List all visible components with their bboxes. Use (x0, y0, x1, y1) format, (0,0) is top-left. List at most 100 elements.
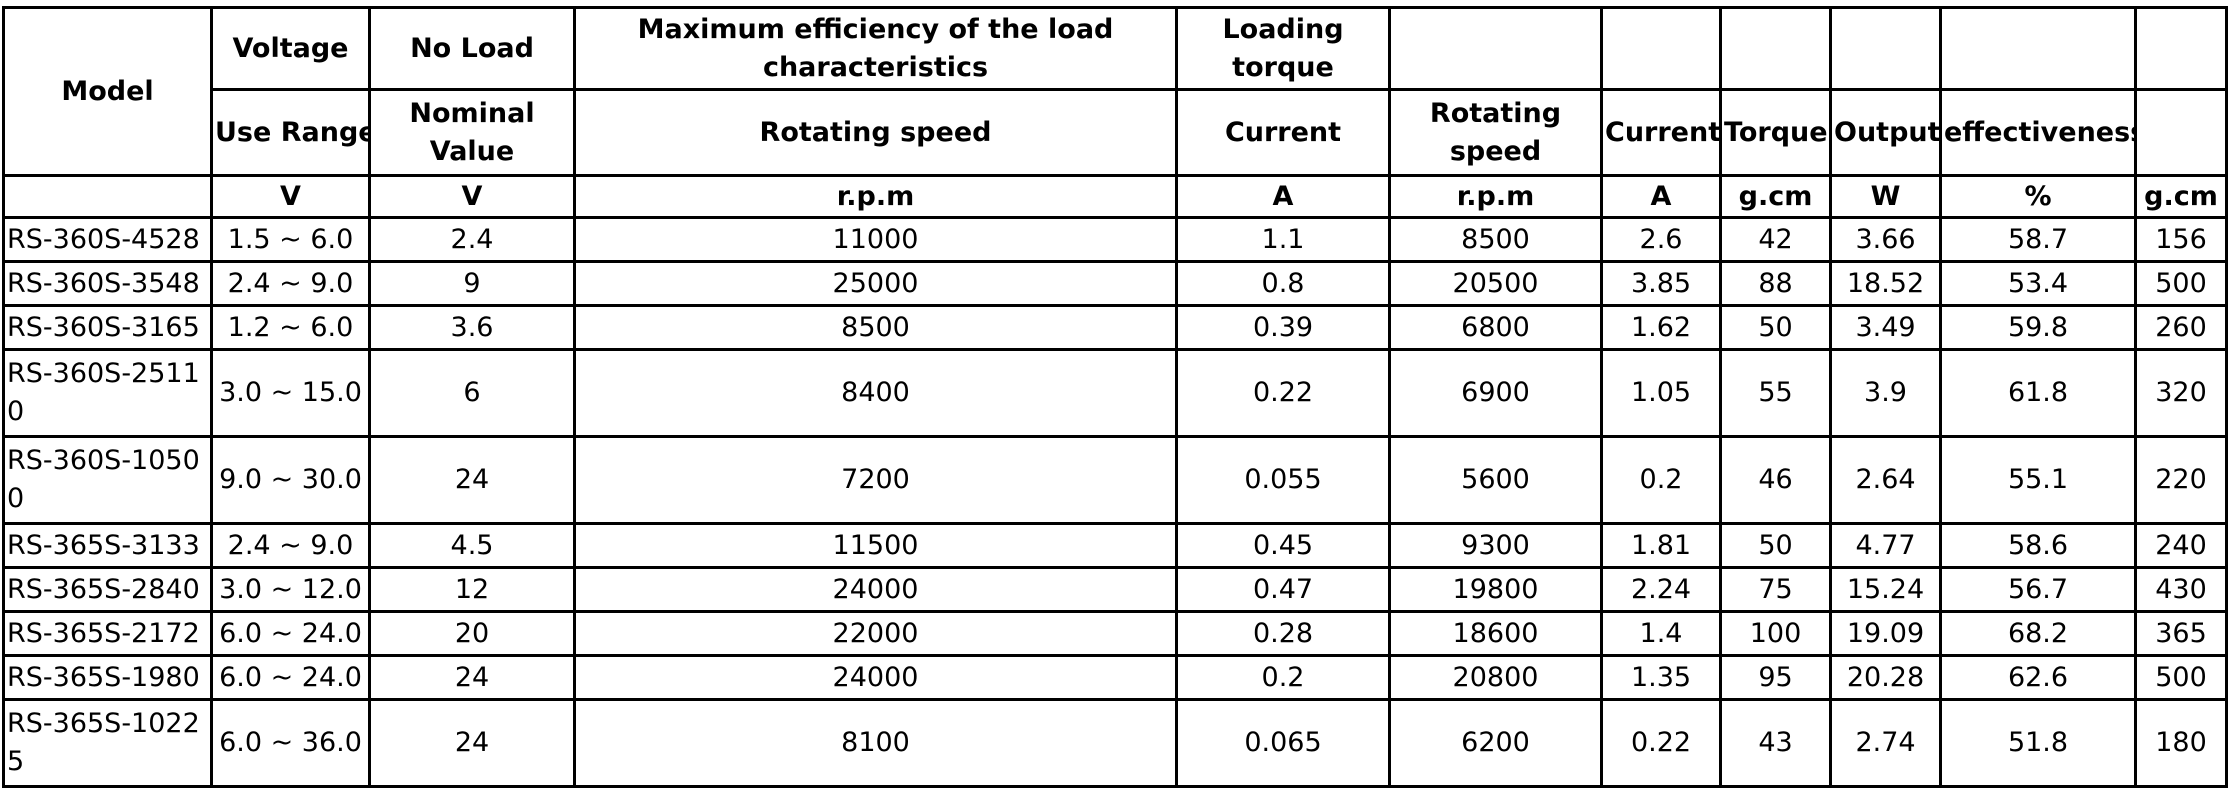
effectiveness-cell: 56.7 (1939, 566, 2137, 613)
rotating-speed-cell: 6900 (1388, 348, 1603, 438)
use-range-cell: 3.0 ~ 12.0 (210, 566, 371, 613)
no-load-current-cell: 0.28 (1175, 610, 1391, 657)
torque-cell: 95 (1719, 654, 1832, 701)
header-use-range: Use Range (210, 88, 371, 177)
loading-torque-cell: 365 (2134, 610, 2228, 657)
unit-cell: r.p.m (573, 174, 1178, 219)
rotating-speed-cell: 20500 (1388, 260, 1603, 307)
no-load-current-cell: 0.065 (1175, 698, 1391, 788)
output-cell: 15.24 (1829, 566, 1942, 613)
no-load-current-cell: 1.1 (1175, 216, 1391, 263)
torque-cell: 43 (1719, 698, 1832, 788)
torque-cell: 88 (1719, 260, 1832, 307)
effectiveness-cell: 61.8 (1939, 348, 2137, 438)
no-load-speed-cell: 24000 (573, 566, 1178, 613)
loading-torque-cell: 156 (2134, 216, 2228, 263)
table-header: Model Voltage No Load Maximum efficiency… (2, 6, 2228, 219)
current-cell: 1.81 (1600, 522, 1722, 569)
no-load-speed-cell: 8500 (573, 304, 1178, 351)
model-cell: RS-360S-3165 (2, 304, 213, 351)
model-cell: RS-365S-1980 (2, 654, 213, 701)
current-cell: 1.62 (1600, 304, 1722, 351)
unit-cell: A (1175, 174, 1391, 219)
table-row: RS-360S-10500 9.0 ~ 30.0 24 7200 0.055 5600 0.… (2, 435, 2228, 525)
unit-cell: W (1829, 174, 1942, 219)
table-row: RS-360S-3165 1.2 ~ 6.0 3.6 8500 0.39 6800 1.62… (2, 304, 2228, 351)
no-load-speed-cell: 11000 (573, 216, 1178, 263)
nominal-voltage-cell: 3.6 (368, 304, 576, 351)
header-blank (2134, 88, 2228, 177)
no-load-current-cell: 0.8 (1175, 260, 1391, 307)
header-effectiveness: effectiveness (1939, 88, 2137, 177)
header-nominal-value: Nominal Value (368, 88, 576, 177)
table-row: RS-360S-3548 2.4 ~ 9.0 9 25000 0.8 20500 3.85 8… (2, 260, 2228, 307)
header-model: Model (2, 6, 213, 177)
no-load-current-cell: 0.22 (1175, 348, 1391, 438)
table-body: RS-360S-4528 1.5 ~ 6.0 2.4 11000 1.1 8500 2.6 4… (2, 216, 2228, 788)
unit-cell: g.cm (1719, 174, 1832, 219)
loading-torque-cell: 180 (2134, 698, 2228, 788)
current-cell: 2.24 (1600, 566, 1722, 613)
torque-cell: 55 (1719, 348, 1832, 438)
model-cell: RS-360S-10500 (2, 435, 213, 525)
header-output: Output (1829, 88, 1942, 177)
model-cell: RS-365S-10225 (2, 698, 213, 788)
rotating-speed-cell: 18600 (1388, 610, 1603, 657)
table-row: RS-365S-2840 3.0 ~ 12.0 12 24000 0.47 19800 2.… (2, 566, 2228, 613)
header-torque: Torque (1719, 88, 1832, 177)
loading-torque-cell: 220 (2134, 435, 2228, 525)
output-cell: 19.09 (1829, 610, 1942, 657)
no-load-current-cell: 0.39 (1175, 304, 1391, 351)
nominal-voltage-cell: 4.5 (368, 522, 576, 569)
effectiveness-cell: 59.8 (1939, 304, 2137, 351)
unit-cell: % (1939, 174, 2137, 219)
unit-cell: V (368, 174, 576, 219)
rotating-speed-cell: 8500 (1388, 216, 1603, 263)
output-cell: 3.49 (1829, 304, 1942, 351)
model-cell: RS-365S-2172 (2, 610, 213, 657)
rotating-speed-cell: 20800 (1388, 654, 1603, 701)
output-cell: 20.28 (1829, 654, 1942, 701)
nominal-voltage-cell: 24 (368, 698, 576, 788)
motor-spec-table: Model Voltage No Load Maximum efficiency… (2, 6, 2228, 788)
loading-torque-cell: 500 (2134, 260, 2228, 307)
nominal-voltage-cell: 12 (368, 566, 576, 613)
model-cell: RS-365S-2840 (2, 566, 213, 613)
loading-torque-cell: 260 (2134, 304, 2228, 351)
rotating-speed-cell: 5600 (1388, 435, 1603, 525)
no-load-speed-cell: 24000 (573, 654, 1178, 701)
header-no-load: No Load (368, 6, 576, 91)
header-rotating-speed: Rotating speed (573, 88, 1178, 177)
unit-cell-blank (2, 174, 213, 219)
header-blank (1719, 6, 1832, 91)
rotating-speed-cell: 6800 (1388, 304, 1603, 351)
rotating-speed-cell: 19800 (1388, 566, 1603, 613)
table-row: RS-365S-10225 6.0 ~ 36.0 24 8100 0.065 6200 0.… (2, 698, 2228, 788)
current-cell: 3.85 (1600, 260, 1722, 307)
header-blank (1829, 6, 1942, 91)
unit-cell: V (210, 174, 371, 219)
current-cell: 2.6 (1600, 216, 1722, 263)
loading-torque-cell: 430 (2134, 566, 2228, 613)
no-load-speed-cell: 11500 (573, 522, 1178, 569)
nominal-voltage-cell: 24 (368, 654, 576, 701)
table-row: RS-365S-2172 6.0 ~ 24.0 20 22000 0.28 18600 1.… (2, 610, 2228, 657)
header-current: Current (1175, 88, 1391, 177)
unit-cell: g.cm (2134, 174, 2228, 219)
output-cell: 2.64 (1829, 435, 1942, 525)
no-load-speed-cell: 8400 (573, 348, 1178, 438)
no-load-current-cell: 0.47 (1175, 566, 1391, 613)
output-cell: 4.77 (1829, 522, 1942, 569)
nominal-voltage-cell: 24 (368, 435, 576, 525)
output-cell: 3.66 (1829, 216, 1942, 263)
table-row: RS-365S-1980 6.0 ~ 24.0 24 24000 0.2 20800 1.3… (2, 654, 2228, 701)
use-range-cell: 3.0 ~ 15.0 (210, 348, 371, 438)
header-blank (1600, 6, 1722, 91)
unit-cell: r.p.m (1388, 174, 1603, 219)
current-cell: 1.35 (1600, 654, 1722, 701)
effectiveness-cell: 58.6 (1939, 522, 2137, 569)
torque-cell: 50 (1719, 522, 1832, 569)
use-range-cell: 6.0 ~ 24.0 (210, 610, 371, 657)
effectiveness-cell: 62.6 (1939, 654, 2137, 701)
no-load-speed-cell: 7200 (573, 435, 1178, 525)
